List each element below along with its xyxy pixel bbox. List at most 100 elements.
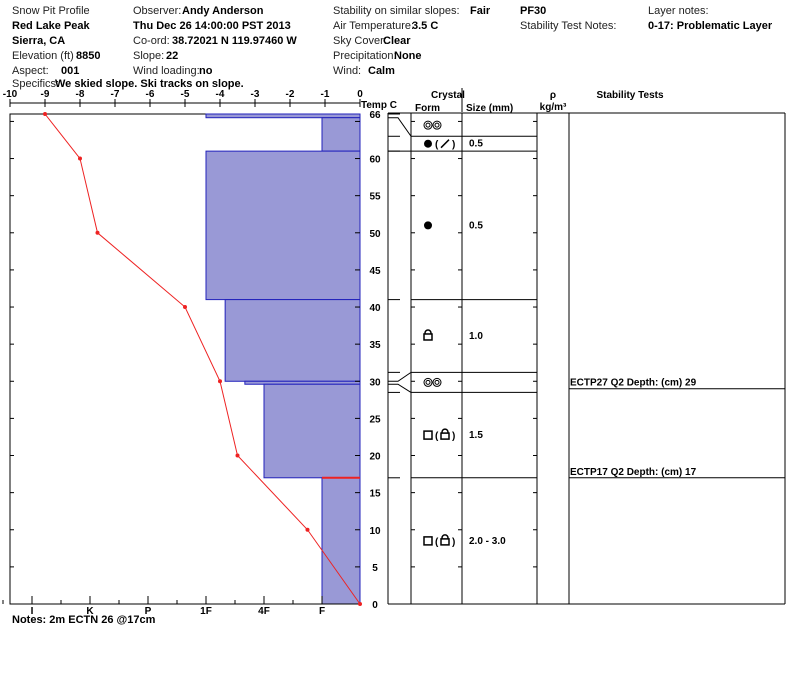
- stability-header: Stability Tests: [596, 90, 663, 101]
- lock-icon: [423, 333, 433, 341]
- lock-icon: [440, 538, 450, 546]
- datetime: Thu Dec 26 14:00:00 PST 2013: [133, 20, 291, 32]
- depth-tick-label: 60: [369, 155, 381, 166]
- connector-line: [388, 117, 412, 137]
- depth-tick-label: 45: [369, 266, 381, 277]
- temperature-point: [358, 602, 362, 606]
- wind: Calm: [368, 65, 395, 77]
- paren-icon: ): [452, 431, 455, 442]
- stability-notes-label: Stability Test Notes:: [520, 20, 617, 32]
- hardness-bar: [321, 477, 361, 605]
- rounds-icon: [432, 377, 442, 387]
- region: Sierra, CA: [12, 35, 66, 47]
- lock-icon: [441, 428, 449, 434]
- elevation-label: Elevation (ft): [12, 50, 74, 62]
- hardness-tick-label: P: [145, 606, 152, 617]
- paren-icon: (: [435, 431, 439, 442]
- layer-notes-label: Layer notes:: [648, 5, 709, 17]
- temp-tick-label: -1: [321, 89, 330, 100]
- connector-line: [388, 383, 412, 393]
- paren-icon: ): [452, 537, 455, 548]
- rho-unit-header: kg/m³: [540, 102, 567, 113]
- crystal-size: 1.5: [469, 430, 483, 441]
- slope-label: Slope:: [133, 50, 165, 62]
- dot-icon: [424, 221, 432, 230]
- temp-tick-label: -4: [216, 89, 225, 100]
- temperature-point: [43, 112, 47, 116]
- precip: None: [394, 50, 422, 62]
- wind-loading-label: Wind loading:: [133, 65, 200, 77]
- wind-label: Wind:: [333, 65, 362, 77]
- hardness-bar: [321, 117, 361, 152]
- air-temp-label: Air Temperature:: [333, 20, 415, 32]
- elevation: 8850: [76, 50, 101, 62]
- layer-notes: 0-17: Problematic Layer: [648, 20, 773, 32]
- temp-axis-label: Temp C: [361, 100, 397, 111]
- paren-icon: (: [435, 140, 439, 151]
- size-header: Size (mm): [466, 103, 513, 114]
- temp-tick-label: 0: [357, 89, 363, 100]
- specifics: We skied slope. Ski tracks on slope.: [55, 78, 244, 90]
- rounds-icon: [423, 377, 433, 387]
- pf: PF30: [520, 5, 547, 17]
- temp-tick-label: -8: [76, 89, 85, 100]
- depth-tick-label: 35: [369, 340, 381, 351]
- hardness-tick-label: K: [86, 606, 94, 617]
- location: Red Lake Peak: [12, 20, 90, 32]
- crystal-size: 2.0 - 3.0: [469, 536, 506, 547]
- coord: 38.72021 N 119.97460 W: [172, 35, 297, 47]
- lock-icon: [440, 432, 450, 440]
- temp-tick-label: -10: [3, 89, 18, 100]
- temperature-point: [218, 379, 222, 384]
- rounds-icon: [434, 122, 440, 128]
- slope: 22: [166, 50, 179, 62]
- dot-icon: [424, 139, 432, 148]
- depth-tick-label: 50: [369, 229, 381, 240]
- sky: Clear: [383, 35, 411, 47]
- depth-tick-label: 5: [372, 563, 378, 574]
- crystal-size: 0.5: [469, 139, 483, 150]
- air-temp: 3.5 C: [412, 20, 439, 32]
- stability-label: Stability on similar slopes:: [333, 5, 460, 17]
- stability: Fair: [470, 5, 491, 17]
- temperature-point: [305, 527, 310, 532]
- sky-label: Sky Cover:: [333, 35, 387, 47]
- hardness-bar: [205, 113, 361, 119]
- stability-test: ECTP27 Q2 Depth: (cm) 29: [570, 378, 697, 389]
- depth-tick-label: 20: [369, 452, 381, 463]
- hardness-bar: [224, 299, 361, 382]
- rounds-icon: [432, 120, 442, 130]
- paren-icon: ): [452, 140, 455, 151]
- slash-icon: [440, 139, 450, 149]
- depth-tick-label: 10: [369, 526, 381, 537]
- square-icon: [423, 430, 433, 440]
- lock-icon: [424, 329, 432, 334]
- aspect-label: Aspect:: [12, 65, 49, 77]
- crystal-header: Crystal: [431, 90, 465, 101]
- temperature-point: [235, 453, 240, 458]
- rho-header: ρ: [550, 90, 556, 101]
- temperature-point: [183, 305, 187, 310]
- wind-loading: no: [199, 65, 213, 77]
- specifics-label: Specifics:: [12, 78, 60, 90]
- crystal-size: 0.5: [469, 220, 483, 231]
- hardness-tick-label: I: [31, 606, 34, 617]
- temp-tick-label: -5: [181, 89, 190, 100]
- temp-tick-label: -3: [251, 89, 260, 100]
- title: Snow Pit Profile: [12, 5, 90, 17]
- temperature-line: [44, 113, 361, 605]
- observer-label: Observer:: [133, 5, 182, 17]
- stability-test: ECTP17 Q2 Depth: (cm) 17: [570, 467, 697, 478]
- aspect: 001: [61, 65, 80, 77]
- rounds-icon: [434, 379, 440, 385]
- temp-tick-label: -9: [41, 89, 50, 100]
- precip-label: Precipitation:: [333, 50, 397, 62]
- temp-tick-label: -2: [286, 89, 295, 100]
- depth-tick-label: 40: [369, 303, 381, 314]
- depth-tick-label: 0: [372, 600, 378, 611]
- depth-tick-label: 30: [369, 377, 381, 388]
- connector-line: [388, 371, 412, 382]
- form-header: Form: [415, 103, 440, 114]
- temp-tick-label: -7: [111, 89, 120, 100]
